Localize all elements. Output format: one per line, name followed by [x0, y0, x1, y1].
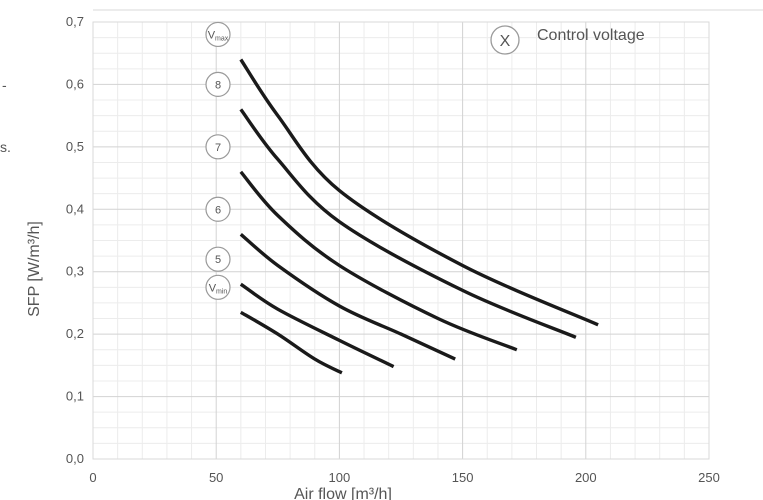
plot-frame [92, 21, 710, 460]
curve-label-text: 6 [215, 204, 221, 216]
y-tick-label: 0,2 [66, 326, 84, 341]
y-tick-label: 0,1 [66, 389, 84, 404]
legend-text: Control voltage [537, 27, 645, 44]
curve-6 [239, 232, 456, 361]
y-tick-label: 0,4 [66, 201, 84, 216]
y-tick-label: 0,3 [66, 264, 84, 279]
curve-label-text: 8 [215, 79, 221, 91]
curve-label-circle [205, 274, 231, 300]
y-tick-labels: 0,0 0,1 0,2 0,3 0,4 0,5 0,6 0,7 [66, 14, 84, 466]
curve-label-text: Vmax [208, 29, 229, 42]
curve-label-6: 6 [205, 196, 231, 222]
x-axis-label: Air flow [m³/h] [294, 486, 392, 500]
curve-vmax [239, 58, 599, 327]
legend-symbol-circle [490, 25, 520, 55]
curve-8 [239, 108, 577, 339]
curve-label-circle [205, 71, 231, 98]
edge-mark-dash: - [2, 77, 7, 93]
curve-label-8: 8 [205, 71, 231, 98]
curve-7 [239, 170, 518, 352]
curves [239, 58, 599, 375]
x-tick-label: 100 [329, 470, 351, 485]
curve-label-vmin: Vmin [205, 274, 231, 300]
curve-labels: Vmax 8 7 6 5 Vmin [205, 21, 231, 300]
x-tick-label: 200 [575, 470, 597, 485]
curve-label-circle [205, 21, 231, 48]
curve-label-text: 7 [215, 142, 221, 154]
y-tick-label: 0,0 [66, 451, 84, 466]
curve-label-5: 5 [205, 246, 231, 272]
y-axis-label: SFP [W/m³/h] [26, 221, 43, 317]
curve-label-text: 5 [215, 254, 221, 266]
minor-grid [93, 22, 709, 459]
curve-vmin [239, 310, 343, 375]
y-tick-label: 0,5 [66, 139, 84, 154]
x-tick-label: 250 [698, 470, 720, 485]
curve-label-text: Vmin [209, 282, 228, 295]
curve-label-circle [205, 246, 231, 272]
curve-label-7: 7 [205, 134, 231, 160]
edge-mark-s: s. [0, 139, 11, 155]
x-tick-labels: 0 50 100 150 200 250 [89, 470, 719, 485]
x-tick-label: 150 [452, 470, 474, 485]
legend: X Control voltage [490, 25, 645, 55]
y-tick-label: 0,7 [66, 14, 84, 29]
legend-symbol-text: X [500, 33, 511, 50]
curve-label-circle [205, 196, 231, 222]
x-tick-label: 0 [89, 470, 96, 485]
curve-label-circle [205, 134, 231, 160]
x-tick-label: 50 [209, 470, 223, 485]
curve-5 [239, 282, 395, 369]
y-tick-label: 0,6 [66, 76, 84, 91]
curve-label-vmax: Vmax [205, 21, 231, 48]
